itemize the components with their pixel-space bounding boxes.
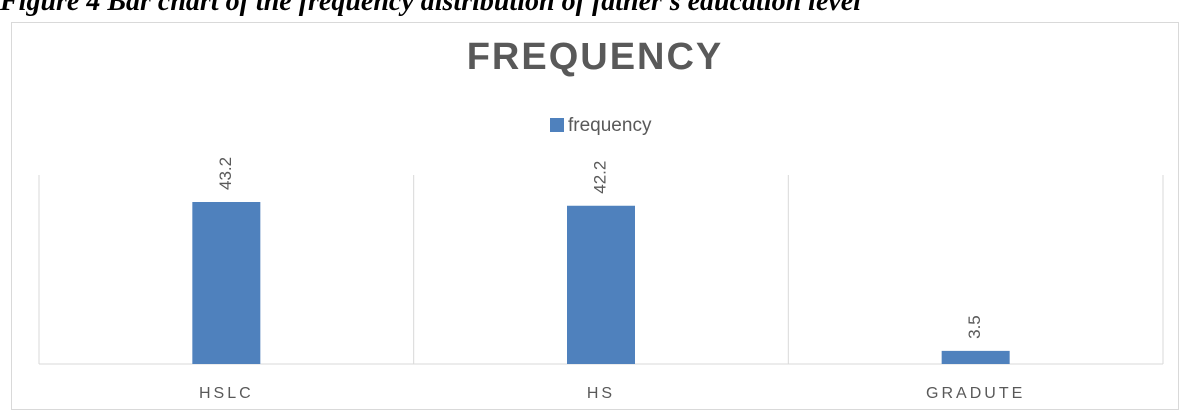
figure-caption: Figure 4 Bar chart of the frequency dist… xyxy=(0,0,862,16)
plot-area: 43.2 HSLC 42.2 HS 3.5 GRADUTE xyxy=(38,157,1164,402)
data-label-hslc: 43.2 xyxy=(216,157,235,190)
data-label-gradute: 3.5 xyxy=(965,315,984,339)
chart-title: FREQUENCY xyxy=(467,36,724,78)
legend-swatch xyxy=(550,118,564,132)
x-tick-label-hslc: HSLC xyxy=(199,385,254,402)
data-label-hs: 42.2 xyxy=(590,161,609,194)
chart-legend: frequency xyxy=(550,115,652,136)
x-tick-label-gradute: GRADUTE xyxy=(926,385,1025,402)
bar-hs xyxy=(567,205,635,364)
bar-hslc xyxy=(192,202,261,364)
bar-gradute xyxy=(941,350,1010,364)
x-tick-label-hs: HS xyxy=(587,385,615,402)
legend-label: frequency xyxy=(568,115,652,136)
